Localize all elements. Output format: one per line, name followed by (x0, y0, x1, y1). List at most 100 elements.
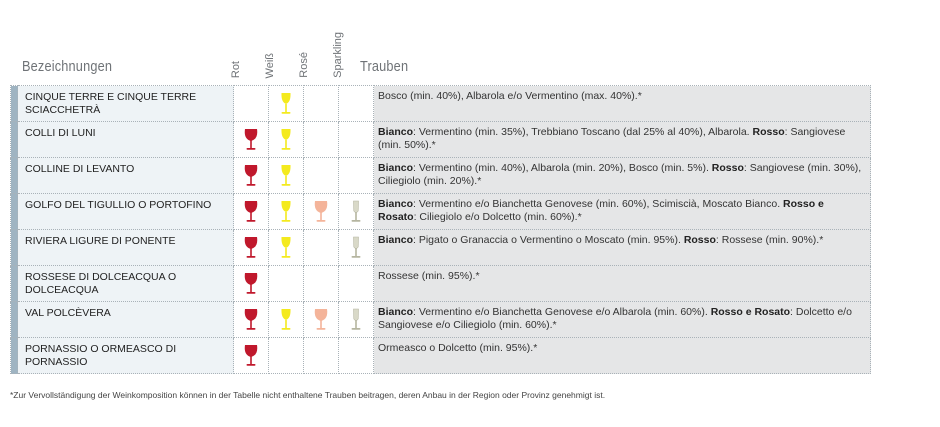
grape-text: Bosco (min. 40%), Albarola e/o Vermentin… (378, 90, 642, 102)
sparkling-cell (338, 85, 374, 122)
appellation-name: GOLFO DEL TIGULLIO O PORTOFINO (17, 193, 234, 230)
wine-type-label: Rosso (683, 234, 716, 246)
weiss-cell (268, 265, 304, 302)
grape-text: : Pigato o Granaccia o Vermentino o Mosc… (413, 234, 684, 246)
grapes-cell: Ormeasco o Dolcetto (min. 95%).* (373, 337, 871, 374)
row-strip (10, 121, 18, 158)
table-row: COLLINE DI LEVANTO Bianco: Vermentino (mi… (10, 157, 871, 194)
white-wine-glass-icon (281, 93, 291, 114)
rot-cell (233, 265, 269, 302)
white-wine-glass-icon (281, 201, 291, 222)
red-column-label: Rot (230, 60, 242, 78)
grapes-cell: Bosco (min. 40%), Albarola e/o Vermentin… (373, 85, 871, 122)
footnote: *Zur Vervollständigung der Weinkompositi… (10, 390, 606, 400)
wine-type-label: Bianco (378, 198, 414, 210)
grapes-cell: Bianco: Vermentino e/o Bianchetta Genove… (373, 301, 871, 338)
grape-text: Ormeasco o Dolcetto (min. 95%).* (378, 342, 538, 354)
appellation-name: PORNASSIO O ORMEASCO DI PORNASSIO (17, 337, 234, 374)
sparkling-cell (338, 121, 374, 158)
table-row: PORNASSIO O ORMEASCO DI PORNASSIO Ormeasc… (10, 337, 871, 374)
white-wine-glass-icon (281, 129, 291, 150)
rot-cell (233, 157, 269, 194)
red-column-header: Rot (219, 30, 253, 78)
appellation-name: ROSSESE DI DOLCEACQUA O DOLCEACQUA (17, 265, 234, 302)
table-row: ROSSESE DI DOLCEACQUA O DOLCEACQUA Rosses… (10, 265, 871, 302)
weiss-cell (268, 121, 304, 158)
wine-type-label: Bianco (378, 306, 414, 318)
appellation-name: VAL POLCÈVERA (17, 301, 234, 338)
white-column-header: Weiß (253, 30, 287, 78)
row-strip (10, 157, 18, 194)
wine-table: CINQUE TERRE E CINQUE TERRE SCIACCHETRÀ B… (10, 85, 871, 374)
rose-cell (303, 265, 339, 302)
rot-cell (233, 229, 269, 266)
wine-type-label: Bianco (378, 126, 414, 138)
rot-cell (233, 121, 269, 158)
row-strip (10, 337, 18, 374)
grape-text: : Dolcetto e/o Sangiovese e/o Ciliegiolo… (378, 306, 852, 331)
weiss-cell (268, 301, 304, 338)
sparkling-cell (338, 193, 374, 230)
row-strip (10, 85, 18, 122)
white-wine-glass-icon (281, 165, 291, 186)
grape-text: : Vermentino e/o Bianchetta Genovese (mi… (413, 198, 784, 210)
rot-cell (233, 85, 269, 122)
white-column-label: Weiß (264, 52, 276, 78)
sparkling-wine-glass-icon (351, 308, 361, 330)
appellation-name: CINQUE TERRE E CINQUE TERRE SCIACCHETRÀ (17, 85, 234, 122)
rose-cell (303, 193, 339, 230)
white-wine-glass-icon (281, 237, 291, 258)
wine-type-label: Rosso (752, 126, 785, 138)
grape-text: : Rossese (min. 90%).* (715, 234, 824, 246)
wine-type-label: Rosso (711, 162, 744, 174)
rot-cell (233, 337, 269, 374)
sparkling-cell (338, 337, 374, 374)
wine-type-label: Rosso e Rosato (710, 306, 791, 318)
rose-wine-glass-icon (314, 309, 328, 330)
weiss-cell (268, 229, 304, 266)
rose-cell (303, 229, 339, 266)
grape-text: : Sangiovese (min. 30%), Ciliegiolo (min… (378, 162, 862, 187)
appellation-name: COLLI DI LUNI (17, 121, 234, 158)
red-wine-glass-icon (244, 345, 258, 366)
rose-column-label: Rosé (298, 52, 310, 78)
weiss-cell (268, 157, 304, 194)
rose-cell (303, 301, 339, 338)
rose-cell (303, 337, 339, 374)
sparkling-cell (338, 301, 374, 338)
names-column-header: Bezeichnungen (22, 58, 113, 75)
rose-cell (303, 85, 339, 122)
rose-cell (303, 157, 339, 194)
row-strip (10, 265, 18, 302)
grape-text: : Vermentino (min. 40%), Albarola (min. … (413, 162, 712, 174)
grape-text: : Sangiovese (min. 50%).* (378, 126, 846, 151)
sparkling-wine-glass-icon (351, 200, 361, 222)
red-wine-glass-icon (244, 237, 258, 258)
sparkling-column-label: Sparkling (332, 32, 344, 78)
wine-type-label: Bianco (378, 162, 414, 174)
table-row: CINQUE TERRE E CINQUE TERRE SCIACCHETRÀ B… (10, 85, 871, 122)
sparkling-cell (338, 157, 374, 194)
grape-text: : Ciliegiolo e/o Dolcetto (min. 60%).* (413, 211, 582, 223)
row-strip (10, 301, 18, 338)
grapes-cell: Rossese (min. 95%).* (373, 265, 871, 302)
wine-type-label: Bianco (378, 234, 414, 246)
red-wine-glass-icon (244, 165, 258, 186)
row-strip (10, 193, 18, 230)
red-wine-glass-icon (244, 273, 258, 294)
weiss-cell (268, 193, 304, 230)
grapes-cell: Bianco: Pigato o Granaccia o Vermentino … (373, 229, 871, 266)
row-strip (10, 229, 18, 266)
sparkling-wine-glass-icon (351, 236, 361, 258)
grape-text: : Vermentino (min. 35%), Trebbiano Tosca… (413, 126, 753, 138)
wine-type-label: Rosso e Rosato (378, 198, 824, 223)
rose-column-header: Rosé (287, 30, 321, 78)
white-wine-glass-icon (281, 309, 291, 330)
rose-cell (303, 121, 339, 158)
table-row: GOLFO DEL TIGULLIO O PORTOFINO Bianco: Ve… (10, 193, 871, 230)
appellation-name: RIVIERA LIGURE DI PONENTE (17, 229, 234, 266)
grapes-column-header: Trauben (360, 58, 409, 75)
grape-text: Rossese (min. 95%).* (378, 270, 480, 282)
sparkling-cell (338, 229, 374, 266)
